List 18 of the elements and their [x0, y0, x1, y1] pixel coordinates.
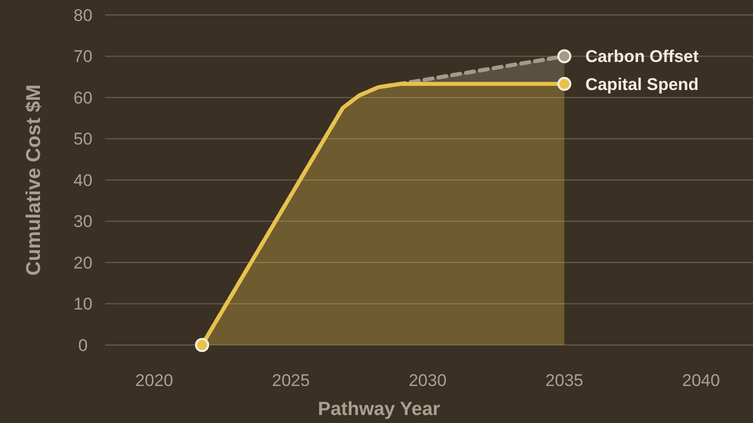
y-tick-label: 70	[74, 47, 92, 66]
x-tick-label: 2020	[135, 371, 174, 390]
y-tick-label: 30	[74, 212, 92, 232]
y-axis-title: Cumulative Cost $M	[23, 84, 45, 276]
x-tick-label: 2035	[545, 371, 584, 390]
x-tick-label: 2030	[408, 371, 447, 390]
series-label: Carbon Offset	[585, 47, 700, 66]
x-tick-label: 2025	[272, 371, 310, 390]
y-tick-label: 60	[74, 88, 92, 108]
x-axis-title: Pathway Year	[318, 399, 441, 420]
series-label: Capital Spend	[585, 74, 699, 94]
x-tick-label: 2040	[682, 371, 720, 390]
y-tick-label: 10	[74, 294, 92, 314]
y-tick-label: 20	[74, 253, 92, 272]
y-tick-label: 80	[74, 6, 92, 25]
y-tick-label: 0	[78, 336, 88, 355]
y-tick-label: 50	[74, 130, 92, 149]
y-tick-label: 40	[74, 170, 92, 190]
